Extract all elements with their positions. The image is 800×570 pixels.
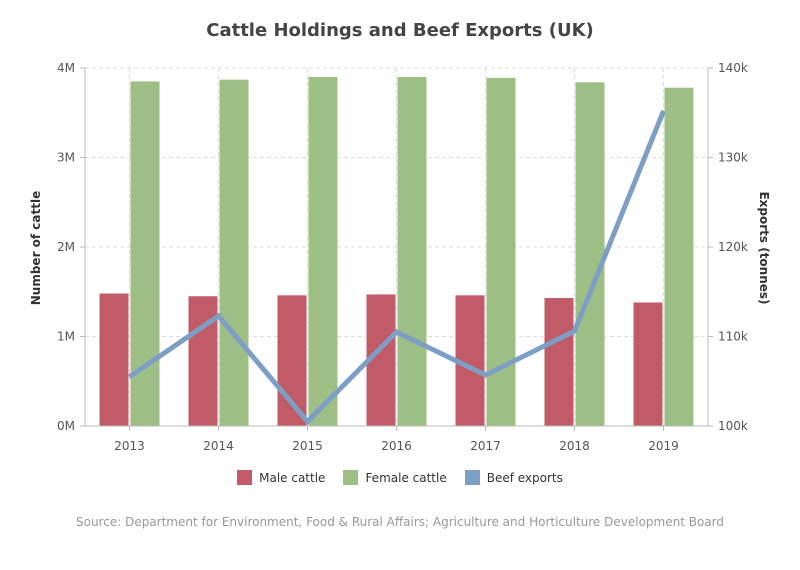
y-right-tick-label: 130k: [718, 151, 748, 165]
x-tick-label: 2016: [381, 439, 412, 453]
bar-male-cattle: [633, 302, 663, 426]
x-tick-label: 2018: [559, 439, 590, 453]
grid-lines: [85, 67, 708, 426]
chart-title: Cattle Holdings and Beef Exports (UK): [206, 20, 594, 41]
tick-labels: 0M 1M 2M 3M 4M 100k 110k 120k 130k 140k 2013 2014 20…: [57, 61, 748, 453]
legend: Male cattle Female cattle Beef exports: [0, 470, 800, 485]
line-group: [128, 110, 666, 426]
bar-male-cattle: [99, 293, 129, 426]
x-tick-label: 2017: [470, 439, 501, 453]
legend-swatch-female-cattle: [343, 470, 359, 485]
bar-male-cattle: [188, 296, 218, 426]
bar-group: [99, 76, 694, 427]
line-beef-exports: [128, 110, 666, 426]
y-left-tick-label: 1M: [57, 330, 75, 344]
x-tick-label: 2014: [203, 439, 234, 453]
x-tick-label: 2019: [648, 439, 679, 453]
x-tick-label: 2015: [292, 439, 323, 453]
bar-female-cattle: [575, 82, 605, 426]
y-right-tick-label: 100k: [718, 419, 748, 433]
bar-male-cattle: [544, 298, 574, 426]
y-left-tick-label: 4M: [57, 61, 75, 75]
y-right-tick-label: 140k: [718, 61, 748, 75]
y-left-tick-label: 2M: [57, 240, 75, 254]
y-axis-right-title: Exports (tonnes): [757, 191, 771, 304]
legend-swatch-beef-exports: [464, 470, 480, 485]
y-right-tick-label: 120k: [718, 240, 748, 254]
legend-label-female-cattle: Female cattle: [365, 470, 447, 485]
x-tick-label: 2013: [114, 439, 145, 453]
y-axis-left-title: Number of cattle: [29, 191, 43, 306]
y-left-tick-label: 3M: [57, 151, 75, 165]
y-left-tick-label: 0M: [57, 419, 75, 433]
legend-item-beef-exports[interactable]: Beef exports: [464, 470, 563, 485]
y-right-tick-label: 110k: [718, 330, 748, 344]
bar-female-cattle: [219, 79, 249, 426]
legend-label-beef-exports: Beef exports: [486, 470, 563, 485]
axes: [80, 67, 713, 431]
legend-swatch-male-cattle: [237, 470, 253, 485]
bar-female-cattle: [397, 76, 427, 426]
legend-label-male-cattle: Male cattle: [259, 470, 326, 485]
bar-female-cattle: [664, 87, 694, 426]
legend-item-male-cattle[interactable]: Male cattle: [237, 470, 325, 485]
legend-item-female-cattle[interactable]: Female cattle: [343, 470, 447, 485]
bar-female-cattle: [308, 76, 338, 426]
source-note: Source: Department for Environment, Food…: [76, 515, 724, 529]
